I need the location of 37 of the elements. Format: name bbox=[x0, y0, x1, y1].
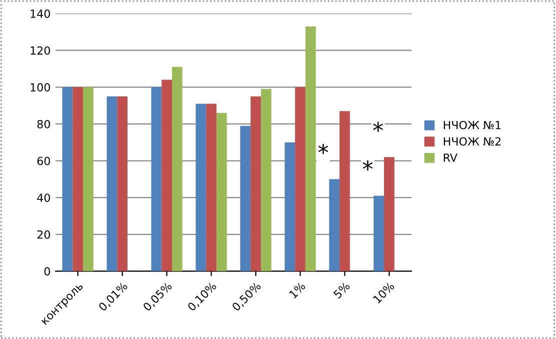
bar bbox=[151, 87, 162, 272]
bar bbox=[384, 157, 394, 272]
bar bbox=[295, 87, 306, 272]
y-tick-label: 100 bbox=[30, 83, 50, 92]
bar bbox=[83, 87, 94, 272]
bar bbox=[62, 87, 73, 272]
bar bbox=[250, 96, 261, 272]
y-tick-label: 80 bbox=[37, 120, 50, 128]
bar bbox=[206, 104, 216, 272]
bar bbox=[162, 80, 172, 272]
y-tick-label: 40 bbox=[37, 194, 50, 202]
bar bbox=[374, 196, 384, 272]
y-tick-label: 0 bbox=[44, 267, 50, 276]
y-tick-label: 60 bbox=[37, 156, 50, 166]
legend-label: НЧОЖ №2 bbox=[444, 137, 501, 146]
bar bbox=[216, 112, 227, 272]
bar bbox=[329, 179, 340, 272]
bar bbox=[172, 66, 182, 272]
legend-label: RV bbox=[444, 154, 458, 162]
bar bbox=[284, 142, 296, 272]
bar bbox=[340, 111, 350, 272]
bar bbox=[260, 89, 272, 272]
y-tick-label: 140 bbox=[30, 10, 50, 18]
bar bbox=[117, 96, 128, 272]
bar bbox=[196, 104, 206, 272]
annotation: * bbox=[362, 160, 373, 171]
x-tick-label: 1% bbox=[288, 281, 306, 299]
bar bbox=[106, 96, 118, 272]
y-tick-label: 120 bbox=[30, 46, 50, 55]
bar bbox=[72, 87, 84, 272]
annotation: * bbox=[318, 144, 328, 154]
legend-label: НЧОЖ №1 bbox=[444, 120, 501, 130]
bar bbox=[240, 126, 251, 272]
y-tick-label: 20 bbox=[37, 230, 50, 239]
bar bbox=[305, 26, 316, 272]
annotation: * bbox=[373, 122, 383, 132]
x-tick-label: 5% bbox=[333, 281, 350, 299]
